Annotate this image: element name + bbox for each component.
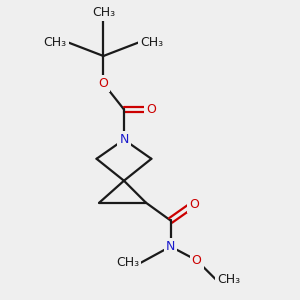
Text: CH₃: CH₃ xyxy=(140,36,164,49)
Text: O: O xyxy=(189,197,199,211)
Text: CH₃: CH₃ xyxy=(43,36,66,49)
Text: O: O xyxy=(146,103,156,116)
Text: CH₃: CH₃ xyxy=(217,273,240,286)
Text: O: O xyxy=(98,77,108,90)
Text: O: O xyxy=(192,254,202,267)
Text: CH₃: CH₃ xyxy=(92,6,115,19)
Text: N: N xyxy=(166,240,175,253)
Text: N: N xyxy=(119,133,129,146)
Text: CH₃: CH₃ xyxy=(116,256,139,269)
